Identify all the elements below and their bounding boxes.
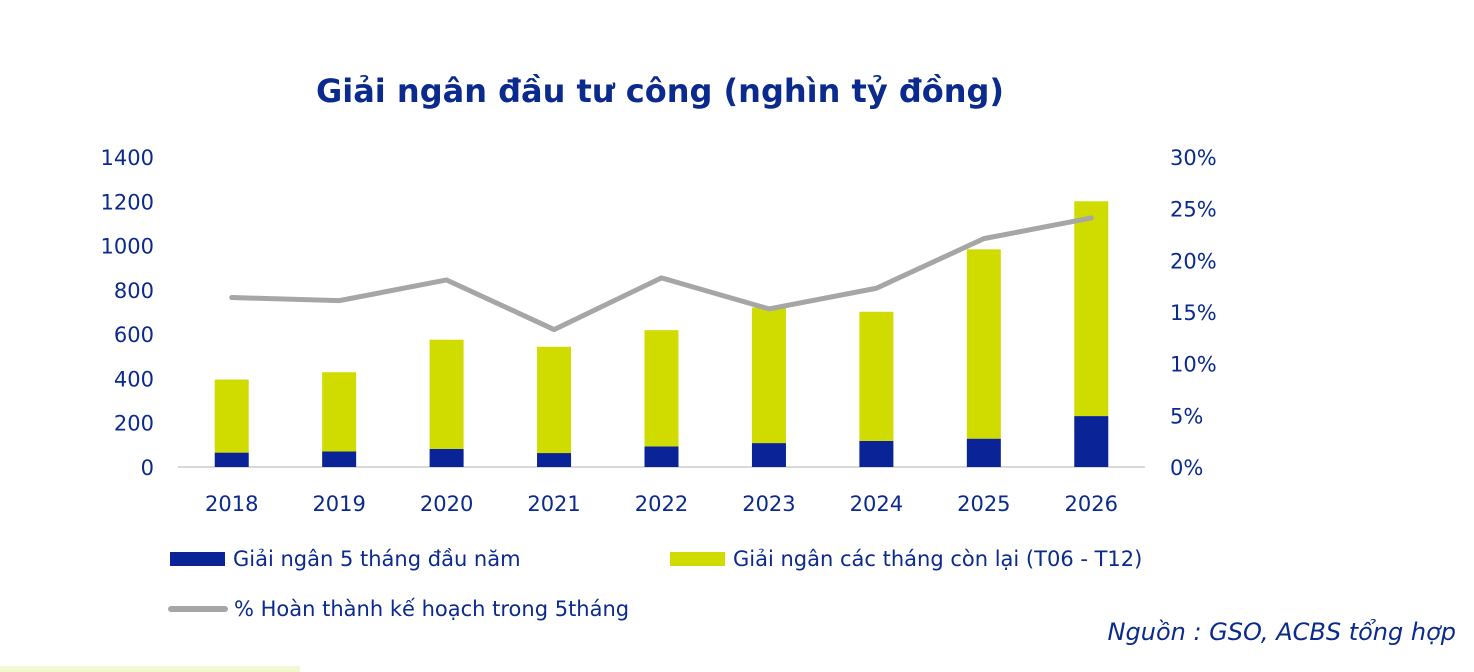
source-note: Nguồn : GSO, ACBS tổng hợp xyxy=(1107,618,1456,646)
y-right-tick-label: 15% xyxy=(1170,301,1217,325)
x-tick-label: 2021 xyxy=(527,492,580,516)
y-right-tick-label: 10% xyxy=(1170,353,1217,377)
legend-label: Giải ngân 5 tháng đầu năm xyxy=(233,547,521,571)
y-left-tick-label: 200 xyxy=(114,412,154,436)
y-right-tick-label: 20% xyxy=(1170,249,1217,273)
bar-first-five-months-2022 xyxy=(644,446,679,467)
y-left-tick-label: 600 xyxy=(114,323,154,347)
y-left-tick-label: 0 xyxy=(141,456,154,480)
bar-first-five-months-2018 xyxy=(214,452,249,467)
y-left-tick-label: 1200 xyxy=(101,190,154,214)
legend-item-completion-rate: % Hoàn thành kế hoạch trong 5tháng xyxy=(168,597,629,621)
bar-remaining-months-2018 xyxy=(214,379,249,453)
legend-item-remaining-months: Giải ngân các tháng còn lại (T06 - T12) xyxy=(670,547,1142,571)
bar-remaining-months-2026 xyxy=(1074,201,1109,417)
bar-first-five-months-2024 xyxy=(859,440,894,467)
x-tick-label: 2024 xyxy=(850,492,903,516)
y-right-tick-label: 0% xyxy=(1170,456,1203,480)
x-tick-label: 2026 xyxy=(1065,492,1118,516)
y-left-tick-label: 1400 xyxy=(101,146,154,170)
bar-first-five-months-2026 xyxy=(1074,416,1109,467)
bottom-strip xyxy=(0,666,300,672)
bar-first-five-months-2020 xyxy=(429,448,464,467)
y-right-tick-label: 30% xyxy=(1170,146,1217,170)
legend-label: Giải ngân các tháng còn lại (T06 - T12) xyxy=(733,547,1143,571)
legend-item-first-five-months: Giải ngân 5 tháng đầu năm xyxy=(170,547,521,571)
x-tick-label: 2023 xyxy=(742,492,795,516)
bar-first-five-months-2023 xyxy=(751,443,786,467)
x-tick-label: 2019 xyxy=(312,492,365,516)
y-left-tick-label: 400 xyxy=(114,367,154,391)
bar-first-five-months-2025 xyxy=(966,438,1001,467)
chart-title: Giải ngân đầu tư công (nghìn tỷ đồng) xyxy=(315,72,1005,110)
y-right-tick-label: 5% xyxy=(1170,404,1203,428)
y-left-tick-label: 800 xyxy=(114,279,154,303)
bar-remaining-months-2020 xyxy=(429,339,464,449)
legend-swatch-navy xyxy=(170,552,225,566)
bar-remaining-months-2019 xyxy=(322,372,357,452)
bar-remaining-months-2024 xyxy=(859,311,894,441)
x-tick-label: 2018 xyxy=(205,492,258,516)
x-tick-label: 2020 xyxy=(420,492,473,516)
legend-swatch-gray-line xyxy=(168,606,228,612)
line-completion-rate xyxy=(229,215,1094,333)
y-left-tick-label: 1000 xyxy=(101,235,154,259)
bar-remaining-months-2022 xyxy=(644,330,679,447)
legend-label: % Hoàn thành kế hoạch trong 5tháng xyxy=(234,597,630,621)
bar-first-five-months-2021 xyxy=(537,453,572,467)
bar-first-five-months-2019 xyxy=(322,451,357,467)
x-tick-label: 2025 xyxy=(957,492,1010,516)
bar-remaining-months-2021 xyxy=(537,346,572,454)
legend-swatch-lime xyxy=(670,552,725,566)
bar-remaining-months-2025 xyxy=(966,249,1001,439)
y-right-tick-label: 25% xyxy=(1170,198,1217,222)
bar-remaining-months-2023 xyxy=(751,307,786,444)
x-tick-label: 2022 xyxy=(635,492,688,516)
